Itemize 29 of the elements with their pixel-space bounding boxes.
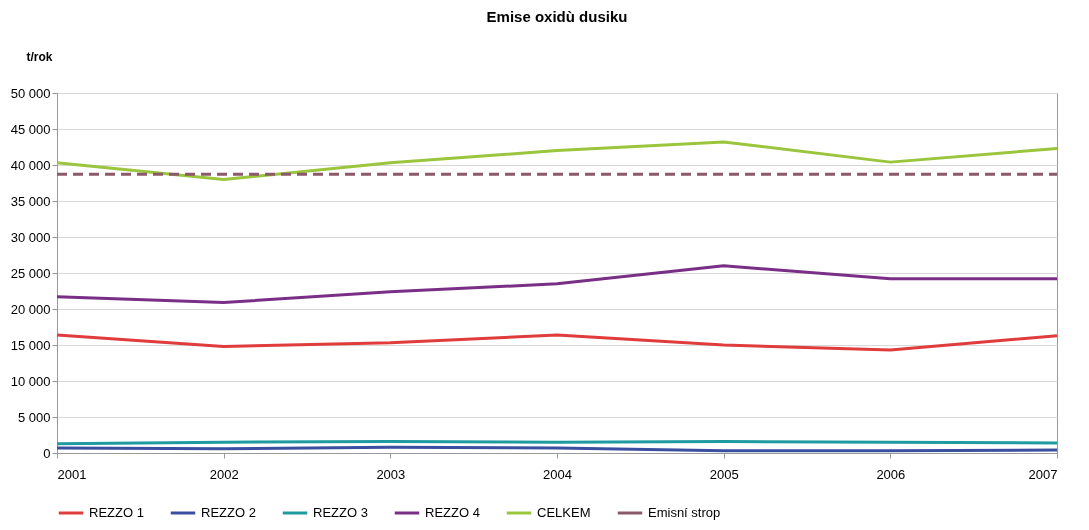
legend-label: Emisní strop	[648, 505, 721, 520]
y-axis-title: t/rok	[26, 49, 53, 64]
line-series	[55, 333, 1059, 352]
line-series	[55, 264, 1059, 305]
x-tick-label: 2001	[57, 466, 87, 482]
chart-title: Emise oxidù dusiku	[486, 8, 628, 25]
x-tick-label: 2007	[1028, 466, 1058, 482]
line-series	[55, 140, 1059, 181]
y-tick-label: 15 000	[10, 337, 51, 353]
legend-label: REZZO 1	[89, 505, 144, 520]
y-tick-label: 20 000	[10, 301, 51, 317]
y-tick-label: 45 000	[10, 121, 51, 137]
x-tick-label: 2004	[543, 466, 572, 482]
x-tick-label: 2003	[376, 466, 406, 482]
legend-label: REZZO 3	[313, 505, 368, 520]
x-tick-label: 2005	[709, 466, 739, 482]
y-tick-label: 35 000	[10, 193, 51, 209]
y-tick-label: 40 000	[10, 157, 51, 173]
x-tick-label: 2006	[876, 466, 906, 482]
legend-label: CELKEM	[537, 505, 591, 520]
y-tick-label: 5 000	[17, 409, 51, 425]
y-tick-label: 50 000	[10, 85, 51, 101]
y-tick-label: 30 000	[10, 229, 51, 245]
legend-label: REZZO 4	[425, 505, 480, 520]
legend-label: REZZO 2	[201, 505, 256, 520]
y-tick-label: 25 000	[10, 265, 51, 281]
x-tick-label: 2002	[209, 466, 239, 482]
y-tick-label: 0	[43, 445, 51, 461]
y-tick-label: 10 000	[10, 373, 51, 389]
